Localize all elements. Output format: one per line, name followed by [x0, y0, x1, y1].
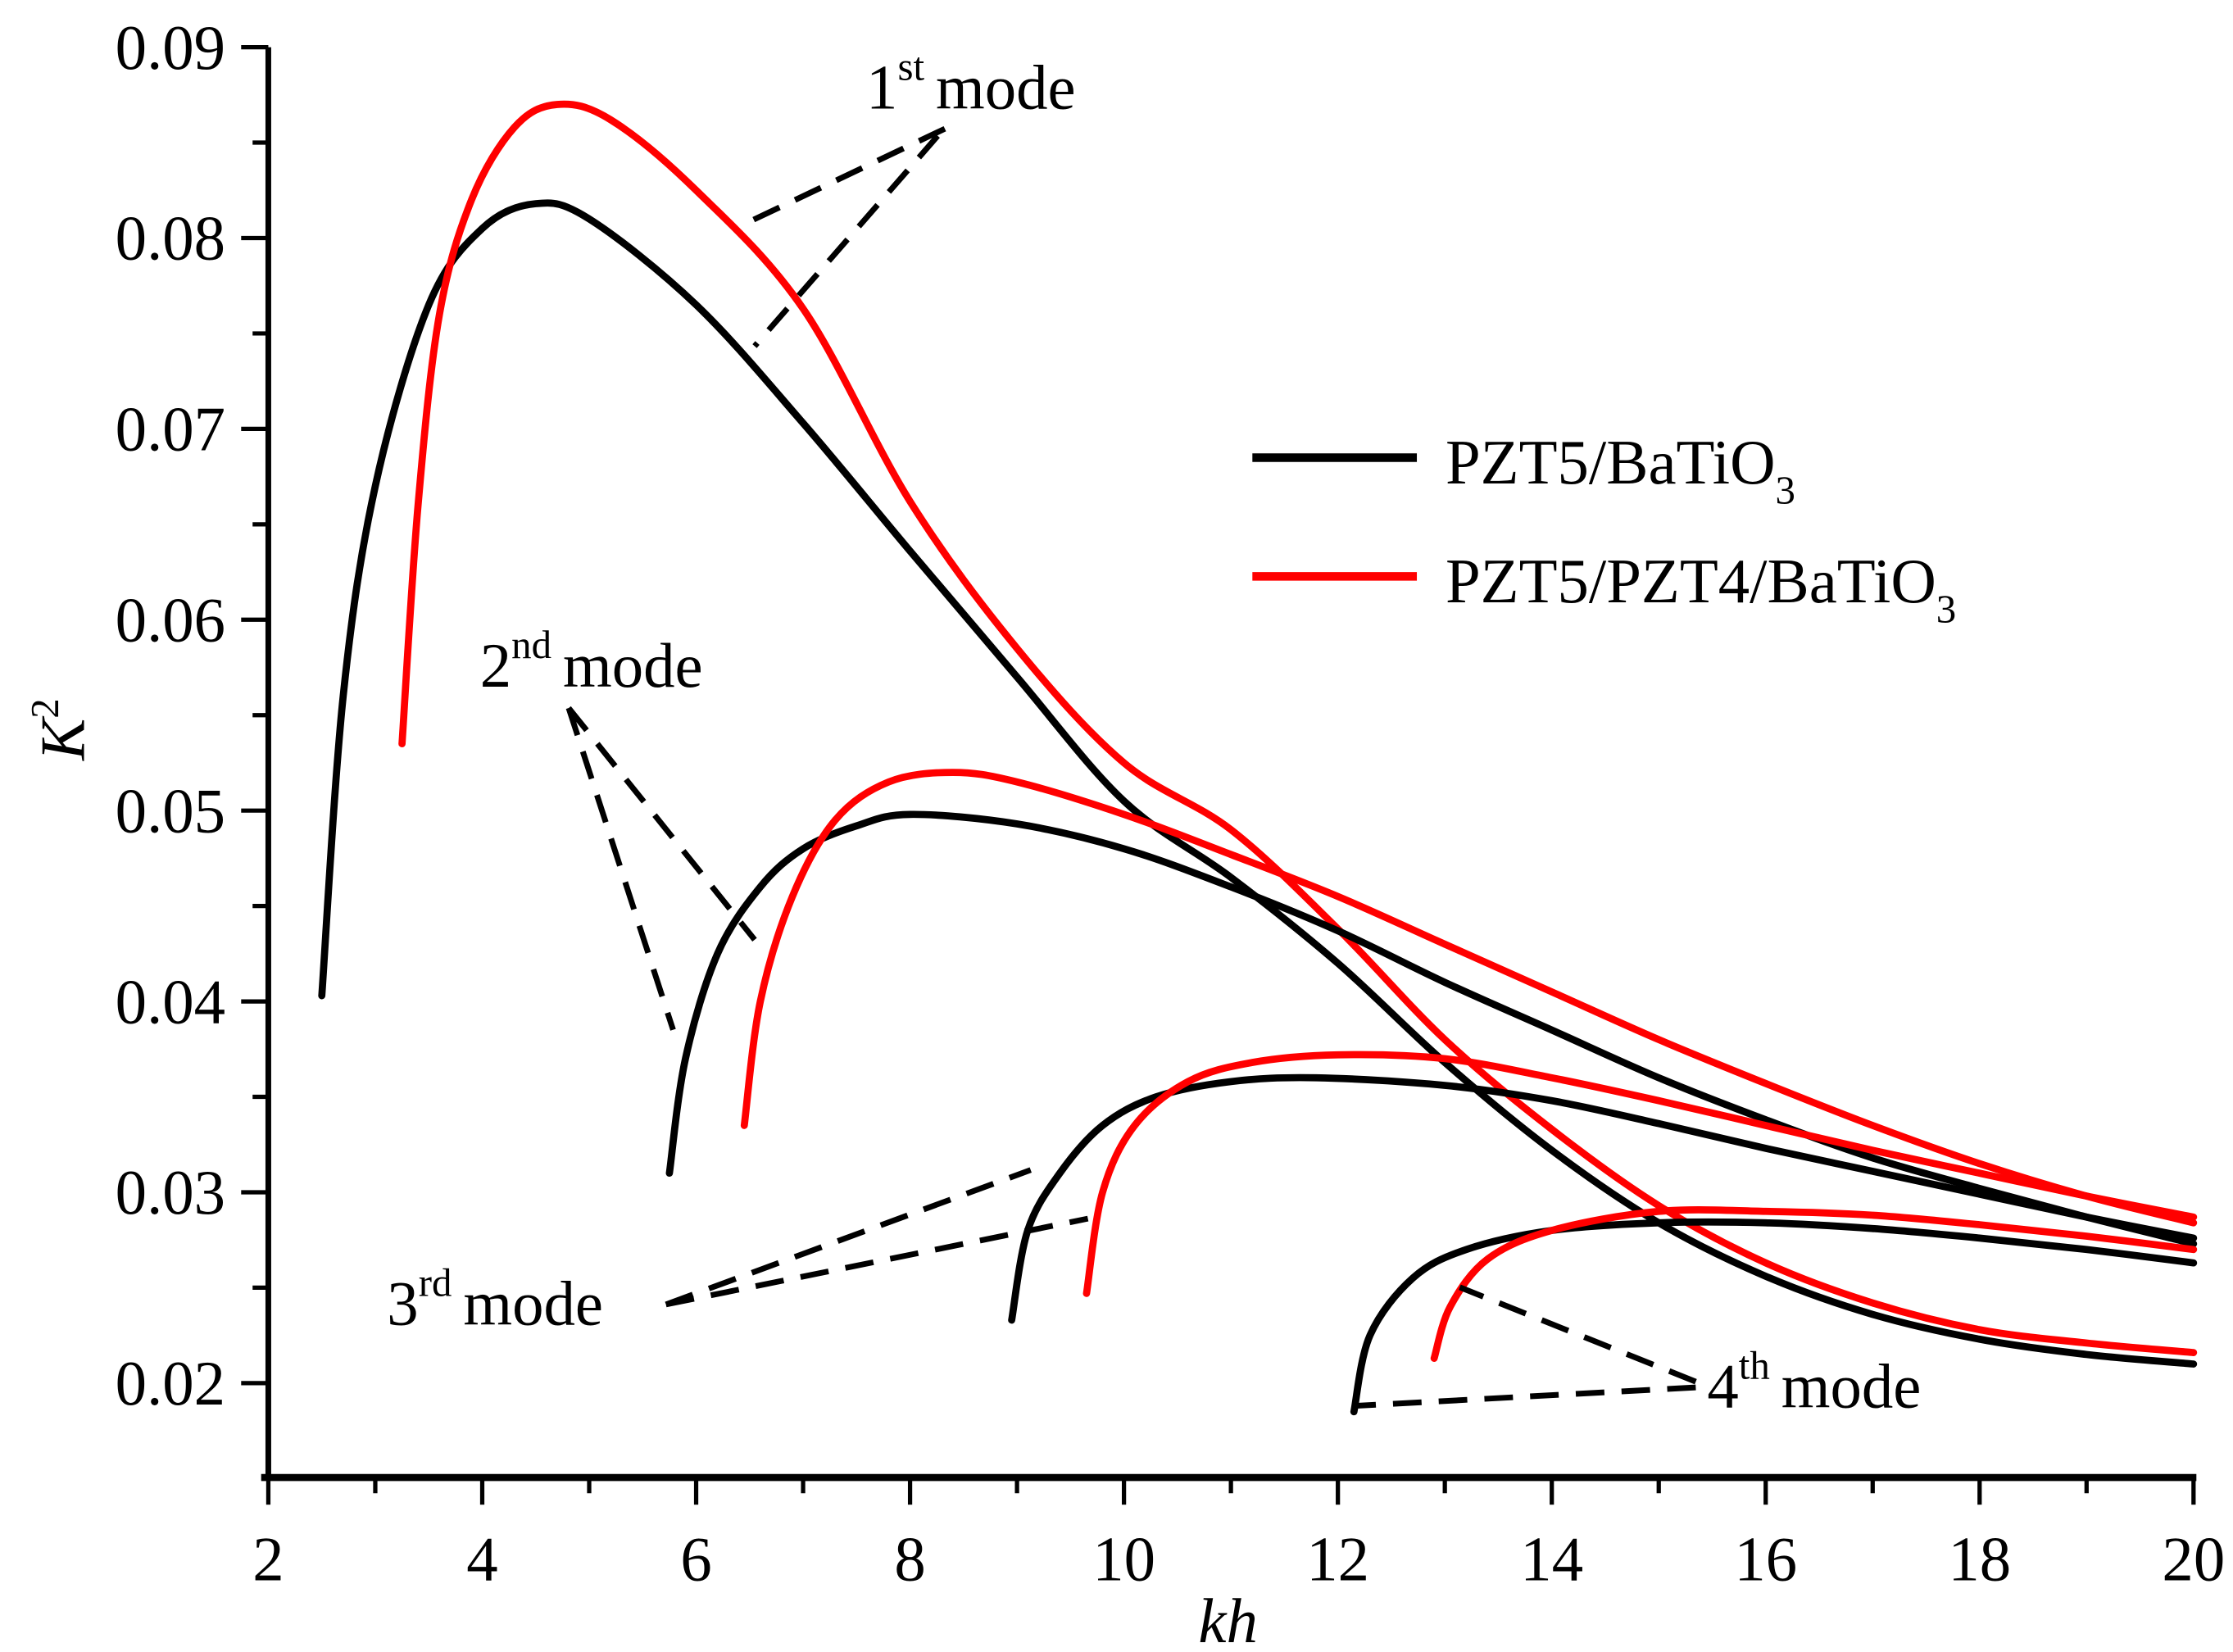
legend: PZT5/BaTiO3 PZT5/PZT4/BaTiO3 — [1252, 428, 1956, 631]
annotation-3rd-mode: 3rd mode — [387, 1167, 1089, 1338]
annotation-leader-3rd — [665, 1167, 1089, 1308]
x-axis-title: kh — [1198, 1586, 1258, 1652]
y-tick-label: 0.07 — [116, 395, 225, 465]
series-line — [1008, 1073, 2198, 1324]
annotation-2nd-mode: 2nd mode — [480, 622, 757, 1031]
legend-label-pzt5-pzt4-batio3: PZT5/PZT4/BaTiO3 — [1446, 547, 1956, 631]
x-tick-label: 8 — [894, 1525, 925, 1595]
y-tick-label: 0.09 — [116, 13, 225, 83]
x-tick-label: 18 — [1948, 1525, 2011, 1595]
x-tick-label: 12 — [1306, 1525, 1369, 1595]
series-line — [1082, 1051, 2198, 1297]
series-line — [740, 769, 2198, 1227]
y-tick-label: 0.08 — [116, 204, 225, 274]
x-tick-label: 4 — [466, 1525, 497, 1595]
x-tick-label: 10 — [1092, 1525, 1155, 1595]
y-tick-label: 0.06 — [116, 585, 225, 655]
x-tick-label: 2 — [252, 1525, 284, 1595]
x-tick-label: 16 — [1734, 1525, 1797, 1595]
annotation-leader-2nd — [565, 706, 757, 1031]
series-line — [318, 199, 2198, 1368]
y-tick-label: 0.04 — [116, 967, 225, 1037]
y-tick-label: 0.05 — [116, 776, 225, 846]
axes: 2 4 6 8 10 12 14 16 18 20 0.02 0.03 0.04 0.05 0.06 0.07… — [116, 13, 2226, 1595]
series-line — [398, 100, 2198, 1356]
curves — [318, 100, 2198, 1416]
legend-label-pzt5-batio3: PZT5/BaTiO3 — [1446, 428, 1795, 512]
series-line — [1350, 1218, 2198, 1416]
y-tick-label: 0.02 — [116, 1349, 225, 1418]
annotation-leader-1st — [738, 125, 946, 348]
annotation-4th-mode: 4th mode — [1352, 1284, 1921, 1422]
x-tick-label: 14 — [1520, 1525, 1583, 1595]
y-axis-title: K2 — [22, 698, 98, 761]
series-line — [665, 810, 2198, 1248]
x-tick-label: 20 — [2162, 1525, 2225, 1595]
annotation-leader-4th — [1352, 1284, 1697, 1409]
y-tick-label: 0.03 — [116, 1158, 225, 1228]
series-line — [1430, 1206, 2198, 1362]
annotation-1st-mode: 1st mode — [738, 44, 1076, 348]
x-tick-label: 6 — [680, 1525, 711, 1595]
